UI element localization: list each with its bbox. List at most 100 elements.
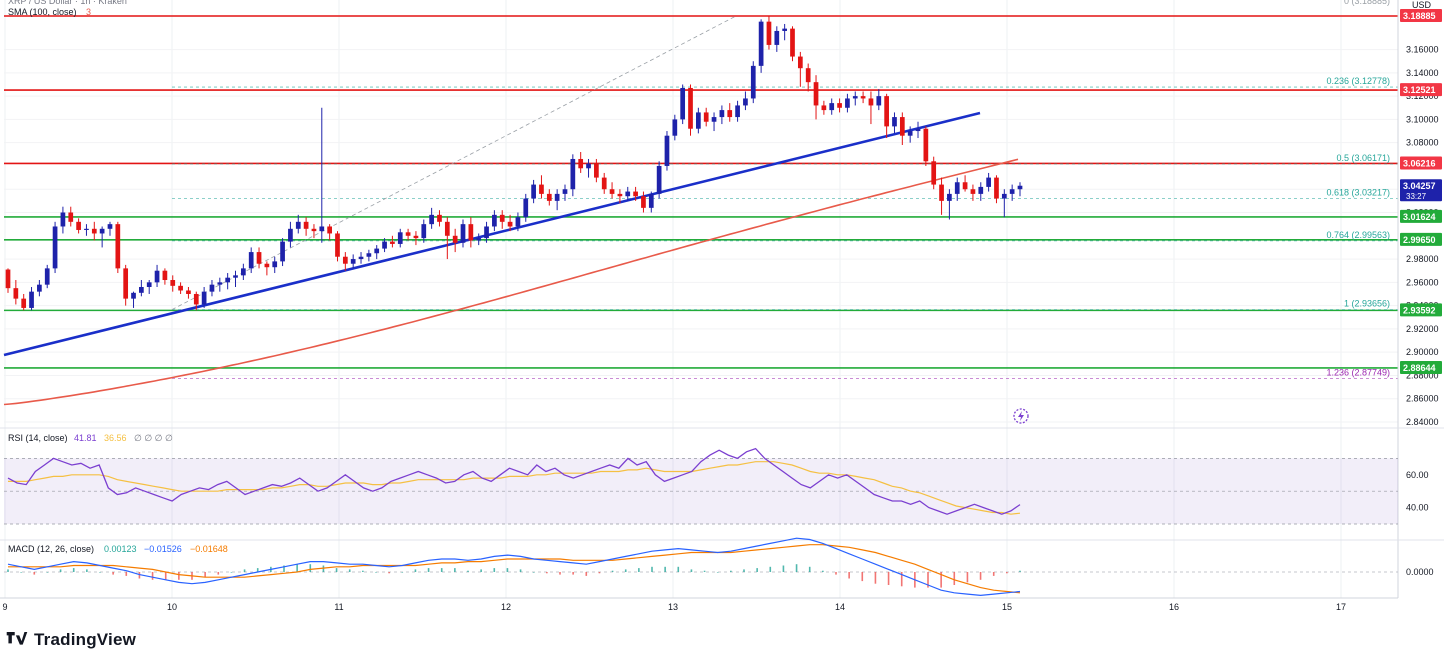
candle-body [546,193,552,201]
candle-body [625,191,631,197]
candle-body [899,117,905,136]
macd-histogram-bar [624,569,627,572]
macd-tick: 0.0000 [1406,567,1434,577]
candle-body [766,21,772,45]
macd-histogram-bar [532,572,535,573]
candle-body [813,82,819,106]
macd-histogram-bar [940,572,942,588]
macd-histogram-bar [716,572,719,573]
macd-line [7,537,1021,597]
candle-body [962,182,968,190]
price-tick: 3.12000 [1406,91,1439,101]
candle-body [562,189,568,194]
macd-histogram-bar [585,572,588,576]
time-tick: 12 [501,602,511,612]
candle-body [382,241,387,249]
macd-histogram-bar [375,572,377,573]
sma-layer [3,158,1019,406]
macd-histogram-bar [992,572,995,576]
macd-histogram-bar [296,564,298,572]
candle-body [727,110,733,118]
candle-body [531,184,536,199]
fib-labels: 0.236 (3.12778) 0.5 (3.06171) 0.618 (3.032… [1326,0,1390,377]
price-badge-value: 2.93592 [1403,305,1436,315]
candle-body [233,275,238,278]
candle-body [703,112,709,122]
candle-body [452,235,458,243]
candle-body [60,212,66,227]
candle-body [280,241,285,262]
candle-body [303,221,309,229]
candle-body [248,252,254,269]
candle-body [931,161,937,185]
price-tick: 3.14000 [1406,68,1439,78]
candle-body [115,224,121,269]
rsi-pane: 60.00 40.00 [0,427,1444,525]
tradingview-brand[interactable]: TradingView [6,630,136,650]
candle-body [13,288,19,299]
price-badge-value: 3.06216 [1403,158,1436,168]
candle-body [515,217,521,227]
candle-body [405,232,411,236]
time-tick: 16 [1169,602,1179,612]
candle-body [484,226,489,239]
price-tick: 2.86000 [1406,394,1439,404]
candle-body [335,233,340,257]
fib-label-top: 0 (3.18885) [1344,0,1390,6]
price-tick: 2.90000 [1406,347,1439,357]
price-badge-value: 3.04257 [1403,181,1436,191]
price-badge-countdown: 33:27 [1406,192,1427,201]
fib-label: 0.618 (3.03217) [1326,187,1390,197]
price-tick: 2.96000 [1406,277,1439,287]
macd-histogram-bar [414,569,417,572]
price-badge-value: 2.99650 [1403,235,1436,245]
candle-body [735,105,740,118]
candle-body [633,191,638,197]
candle-body [178,285,183,291]
candle-body [146,282,152,287]
time-tick: 10 [167,602,177,612]
candle-body [366,253,372,257]
candle-body [876,96,882,106]
candle-body [225,277,231,283]
price-badge [1400,209,1442,223]
macd-histogram-bar [611,570,614,572]
price-tick: 3.10000 [1406,114,1439,124]
macd-histogram-bar [125,572,128,576]
fib-label: 1.236 (2.87749) [1326,367,1390,377]
macd-histogram-bar [440,568,443,572]
candle-body [123,268,129,299]
macd-histogram-bar [703,570,706,572]
candle-body [295,221,301,229]
price-badge-value: 2.88644 [1403,363,1436,373]
candle-body [578,158,584,169]
candle-body [288,228,293,242]
candle-body [107,224,113,229]
sma-legend-label: SMA (100, close) [8,7,77,17]
macd-histogram-bar [1006,572,1008,574]
price-axis: 3.160003.140003.120003.100003.080003.040… [1397,0,1442,598]
candle-body [829,103,835,111]
sma-legend-value: 3 [86,7,91,17]
candle-body [782,28,788,31]
candle-body [672,119,678,136]
candle-body [1017,185,1023,190]
macd-legend-label: MACD (12, 26, close) [8,544,94,554]
price-badge [1400,232,1442,246]
macd-histogram-bar [927,572,929,588]
candle-body [162,270,168,281]
macd-histogram-bar [46,572,49,573]
macd-histogram-bar [401,572,404,573]
price-tick: 2.92000 [1406,324,1439,334]
macd-histogram-bar [493,568,496,572]
sma-100-line [3,158,1019,406]
price-tick: 2.88000 [1406,370,1439,380]
trendline-layer [3,111,981,357]
candle-body [680,87,686,120]
candle-body [374,248,380,254]
macd-histogram-bar [664,566,666,572]
macd-histogram-bar [651,566,653,572]
time-tick: 15 [1002,602,1012,612]
candle-body [609,189,615,194]
